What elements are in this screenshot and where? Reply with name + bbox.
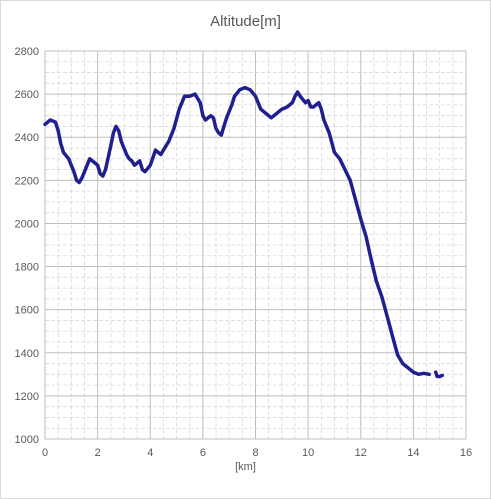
altitude-line-series-1 [43, 85, 431, 377]
x-axis-label: [km] [235, 461, 256, 473]
y-tick-label: 1000 [15, 434, 39, 446]
y-tick-label: 1400 [15, 348, 39, 360]
altitude-line-series-2 [433, 370, 445, 379]
x-tick-label: 16 [460, 447, 472, 459]
x-tick-label: 2 [95, 447, 101, 459]
y-tick-label: 2000 [15, 218, 39, 230]
x-tick-label: 6 [200, 447, 206, 459]
y-tick-label: 2400 [15, 132, 39, 144]
x-tick-label: 0 [42, 447, 48, 459]
x-tick-label: 14 [407, 447, 419, 459]
y-tick-label: 1800 [15, 262, 39, 274]
y-tick-label: 2800 [15, 46, 39, 58]
y-tick-label: 1200 [15, 391, 39, 403]
x-tick-label: 10 [302, 447, 314, 459]
x-tick-label: 12 [355, 447, 367, 459]
x-tick-label: 8 [252, 447, 258, 459]
y-tick-label: 1600 [15, 305, 39, 317]
y-tick-label: 2200 [15, 175, 39, 187]
y-tick-label: 2600 [15, 89, 39, 101]
chart-title: Altitude[m] [210, 13, 281, 30]
x-tick-label: 4 [147, 447, 153, 459]
